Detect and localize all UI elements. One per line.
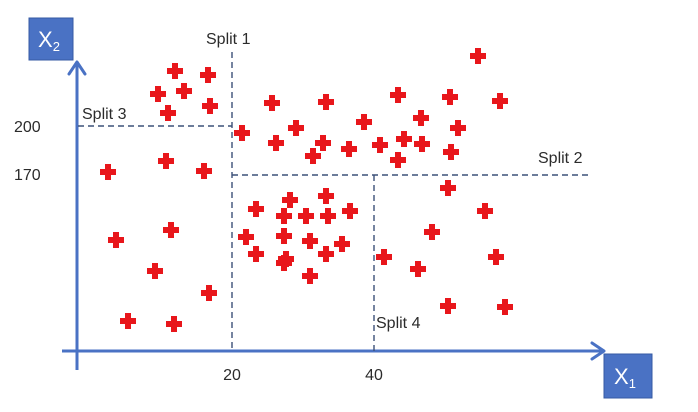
data-point-33 <box>414 136 430 152</box>
data-point-3 <box>150 86 166 102</box>
x-axis-arrow-icon <box>590 341 606 361</box>
data-point-1 <box>167 63 183 79</box>
y-axis-subscript: 2 <box>53 39 60 54</box>
data-point-10 <box>108 232 124 248</box>
data-point-29 <box>305 148 321 164</box>
data-point-23 <box>288 120 304 136</box>
data-point-17 <box>390 87 406 103</box>
data-point-15 <box>166 316 182 332</box>
data-point-42 <box>440 298 456 314</box>
data-point-31 <box>372 137 388 153</box>
data-point-14 <box>120 313 136 329</box>
svg-text:X1: X1 <box>614 364 636 391</box>
svg-text:X2: X2 <box>38 27 60 54</box>
data-point-59 <box>302 268 318 284</box>
data-point-34 <box>443 144 459 160</box>
data-point-26 <box>450 120 466 136</box>
data-point-30 <box>341 141 357 157</box>
data-point-25 <box>413 110 429 126</box>
data-points <box>100 48 513 332</box>
data-point-51 <box>238 229 254 245</box>
data-point-9 <box>196 163 212 179</box>
data-point-47 <box>276 208 292 224</box>
split-4-label: Split 4 <box>376 315 421 332</box>
y-tick-label-200: 200 <box>14 119 41 136</box>
data-point-21 <box>318 94 334 110</box>
data-point-22 <box>234 125 250 141</box>
data-point-12 <box>147 263 163 279</box>
x-tick-label-20: 20 <box>223 367 241 384</box>
y-tick-label-170: 170 <box>14 167 41 184</box>
data-point-24 <box>356 114 372 130</box>
data-point-49 <box>320 208 336 224</box>
data-point-32 <box>396 131 412 147</box>
data-point-16 <box>470 48 486 64</box>
data-point-2 <box>200 67 216 83</box>
x-axis-title-box: X1 <box>603 353 653 399</box>
data-point-5 <box>202 98 218 114</box>
data-point-48 <box>298 208 314 224</box>
data-point-45 <box>318 188 334 204</box>
data-point-38 <box>424 224 440 240</box>
split-2-label: Split 2 <box>538 150 583 167</box>
data-point-8 <box>100 164 116 180</box>
data-point-41 <box>376 249 392 265</box>
data-point-18 <box>442 89 458 105</box>
data-point-44 <box>282 192 298 208</box>
data-point-50 <box>342 203 358 219</box>
data-point-35 <box>390 152 406 168</box>
data-point-57 <box>318 246 334 262</box>
data-point-43 <box>497 299 513 315</box>
data-point-37 <box>477 203 493 219</box>
data-point-19 <box>492 93 508 109</box>
data-point-4 <box>176 83 192 99</box>
data-point-6 <box>160 105 176 121</box>
y-axis-title-box: X2 <box>28 17 74 61</box>
data-point-55 <box>248 246 264 262</box>
data-point-54 <box>334 236 350 252</box>
data-point-39 <box>488 249 504 265</box>
data-point-27 <box>268 135 284 151</box>
data-point-40 <box>410 261 426 277</box>
split-1-label: Split 1 <box>206 31 251 48</box>
data-point-28 <box>315 135 331 151</box>
data-point-58 <box>276 255 292 271</box>
data-point-36 <box>440 180 456 196</box>
data-point-20 <box>264 95 280 111</box>
x-axis-subscript: 1 <box>629 376 636 391</box>
split-3-label: Split 3 <box>82 106 127 123</box>
y-axis-title: X <box>38 27 53 52</box>
data-point-13 <box>201 285 217 301</box>
data-point-11 <box>163 222 179 238</box>
data-point-53 <box>302 233 318 249</box>
data-point-52 <box>276 228 292 244</box>
x-tick-label-40: 40 <box>365 367 383 384</box>
data-point-7 <box>158 153 174 169</box>
x-axis-title: X <box>614 364 629 389</box>
y-axis-arrow-icon <box>67 60 87 76</box>
data-point-46 <box>248 201 264 217</box>
